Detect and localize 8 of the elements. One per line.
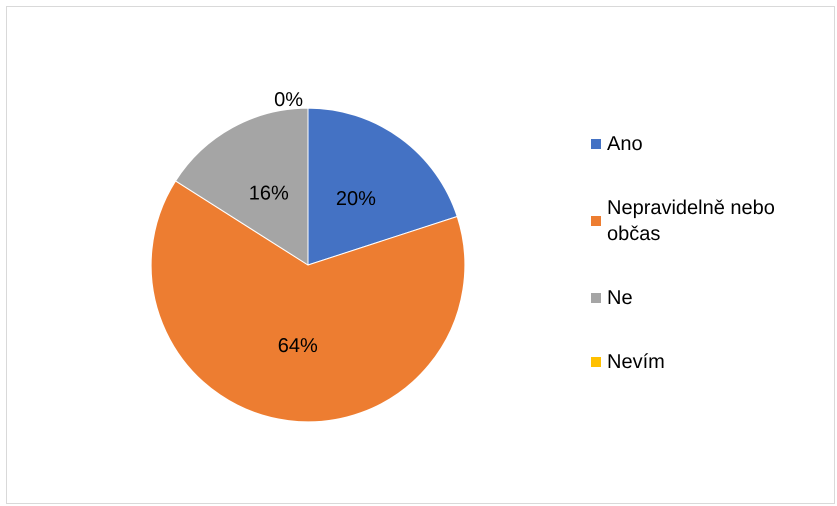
data-label: 20% <box>336 188 376 210</box>
legend-label: Ne <box>607 287 633 309</box>
data-label: 64% <box>278 334 318 357</box>
text: 0% <box>274 89 303 112</box>
legend-label: Nevím <box>607 351 665 373</box>
legend-label: Nepravidelně nebo občas <box>607 197 780 245</box>
legend-label: Ano <box>607 133 643 155</box>
data-label: 16% <box>248 182 289 205</box>
